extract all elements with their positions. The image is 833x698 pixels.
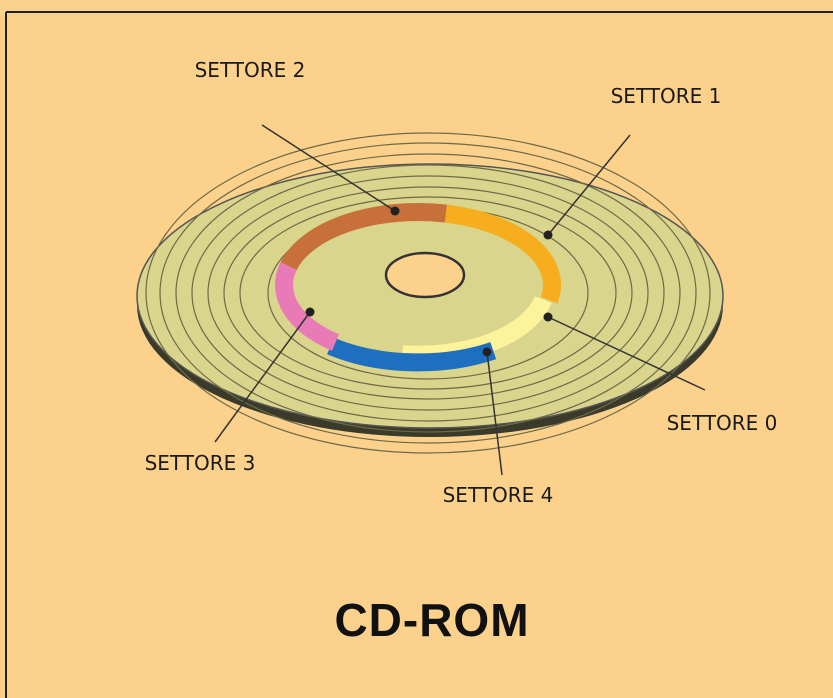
sector-label: SETTORE 3 — [145, 451, 256, 475]
sector-label: SETTORE 2 — [195, 58, 306, 82]
title: CD-ROM — [334, 594, 529, 646]
leader-dot — [483, 348, 492, 357]
leader-dot — [544, 313, 553, 322]
leader-dot — [544, 231, 553, 240]
disc-hole — [386, 253, 464, 297]
leader-dot — [306, 308, 315, 317]
diagram: SETTORE 0 SETTORE 1 SETTORE 2 SETTORE 3 SETT… — [0, 0, 833, 698]
sector-label: SETTORE 4 — [443, 483, 554, 507]
page: {"title": "CD-ROM", "sectors": [ {"label… — [0, 0, 833, 698]
sector-label: SETTORE 0 — [667, 411, 778, 435]
leader-dot — [391, 207, 400, 216]
sector-label: SETTORE 1 — [611, 84, 722, 108]
